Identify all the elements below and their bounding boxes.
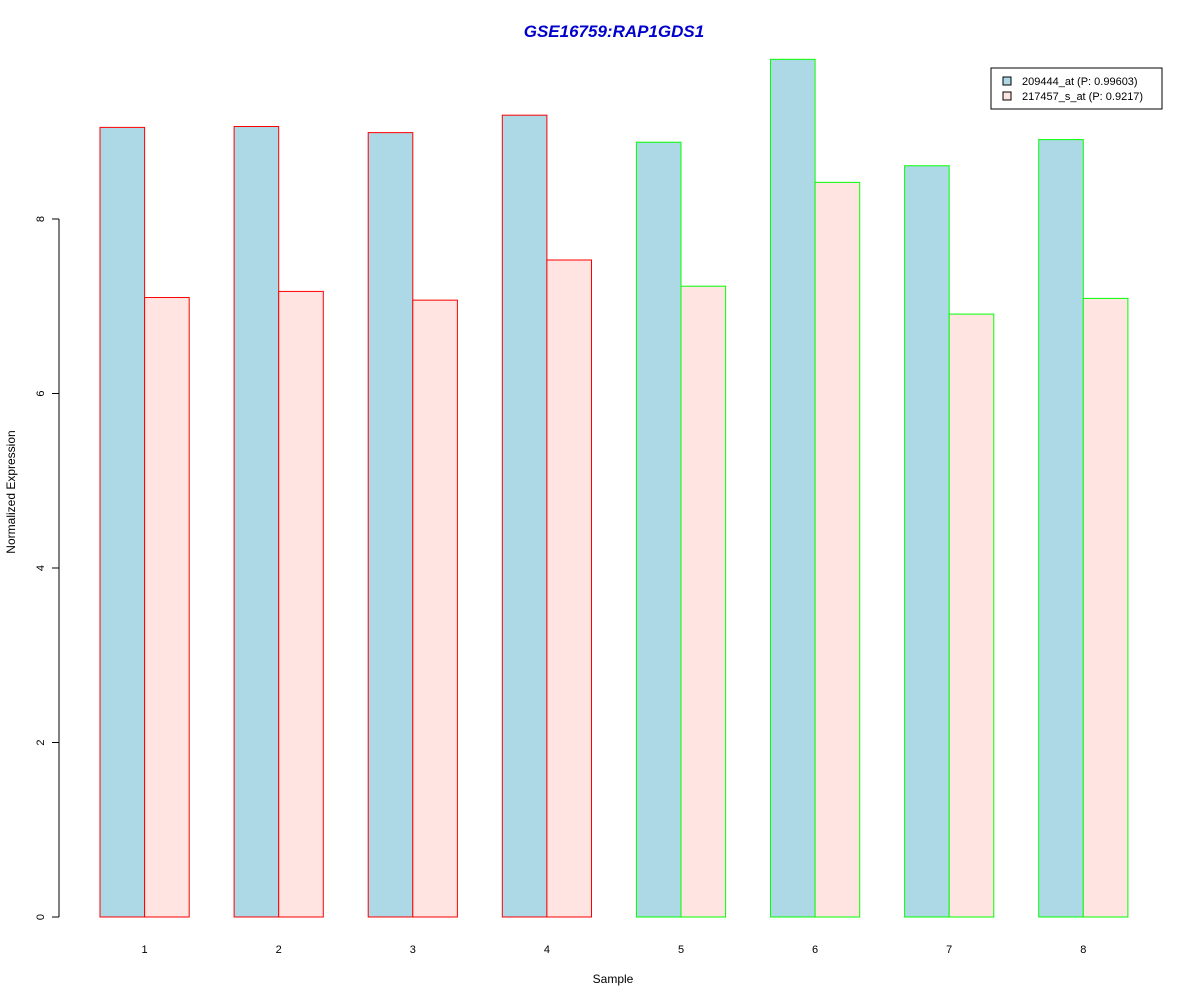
x-tick-label: 3 — [410, 944, 416, 956]
bar-sample-2-series-2 — [278, 290, 324, 918]
bar-sample-8-series-1 — [1038, 139, 1084, 918]
legend-swatch — [1002, 76, 1012, 86]
bar-sample-4-series-2 — [546, 259, 593, 918]
chart-title: GSE16759:RAP1GDS1 — [524, 22, 704, 41]
x-tick-label: 5 — [678, 944, 684, 956]
bar-sample-6-series-2 — [814, 181, 861, 918]
bar-sample-8-series-2 — [1082, 297, 1129, 918]
x-tick-label: 4 — [544, 944, 550, 956]
bar-sample-1-series-2 — [144, 297, 190, 918]
legend-box — [990, 67, 1163, 110]
bar-sample-7-series-1 — [904, 165, 950, 918]
bar-sample-2-series-1 — [233, 126, 280, 918]
bars — [99, 58, 1129, 918]
x-tick-label: 6 — [812, 944, 818, 956]
y-tick-label: 8 — [35, 216, 47, 222]
x-tick-label: 7 — [946, 944, 952, 956]
y-axis-label: Normalized Expression — [4, 430, 18, 553]
legend: 209444_at (P: 0.99603) 217457_s_at (P: 0.… — [990, 67, 1163, 110]
x-axis-label: Sample — [593, 972, 634, 986]
x-axis: 1 2 3 4 5 6 7 8 — [142, 944, 1087, 956]
legend-swatch — [1002, 91, 1012, 101]
y-tick-label: 2 — [35, 739, 47, 745]
y-axis: 0 2 4 6 8 — [35, 216, 60, 920]
bar-sample-1-series-1 — [99, 126, 146, 918]
y-tick-label: 6 — [35, 390, 47, 396]
x-tick-label: 1 — [142, 944, 148, 956]
y-tick-label: 4 — [35, 565, 47, 571]
bar-sample-6-series-1 — [770, 58, 816, 918]
x-tick-label: 2 — [276, 944, 282, 956]
x-tick-label: 8 — [1080, 944, 1086, 956]
bar-sample-5-series-1 — [635, 141, 682, 918]
legend-label: 209444_at (P: 0.99603) — [1022, 76, 1138, 88]
legend-label: 217457_s_at (P: 0.9217) — [1022, 91, 1143, 103]
bar-sample-5-series-2 — [680, 285, 727, 918]
bar-sample-3-series-1 — [367, 132, 414, 918]
bar-sample-3-series-2 — [412, 299, 458, 918]
y-tick-label: 0 — [35, 914, 47, 920]
bar-sample-7-series-2 — [948, 313, 995, 918]
bar-sample-4-series-1 — [501, 114, 548, 918]
